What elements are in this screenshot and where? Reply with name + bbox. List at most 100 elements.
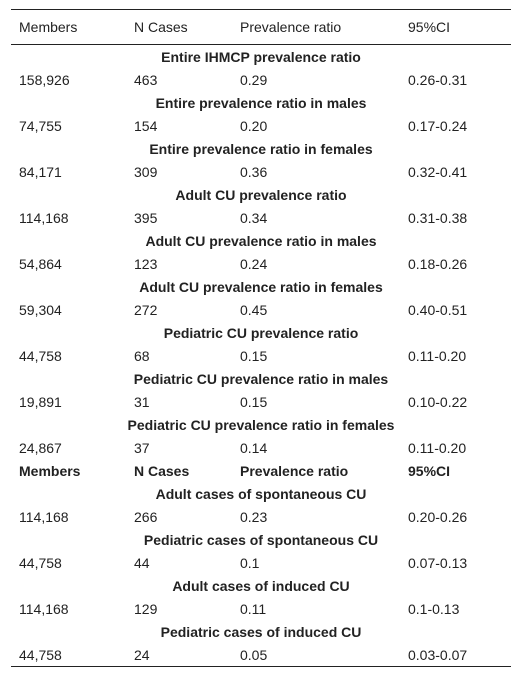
section-heading-row: Adult CU prevalence ratio in males [11,229,511,252]
section-heading: Adult CU prevalence ratio [175,186,347,203]
section-heading: Adult CU prevalence ratio in males [145,232,377,249]
n-cases-cell: 154 [134,117,158,134]
table-row: 84,171 309 0.36 0.32-0.41 [11,160,511,183]
section-heading-row: Pediatric cases of spontaneous CU [11,528,511,551]
ci-cell: 0.1-0.13 [408,600,460,617]
members-cell: 24,867 [19,439,62,456]
table-row: 114,168 129 0.11 0.1-0.13 [11,597,511,620]
n-cases-cell: 24 [126,643,232,667]
section-heading-row: Adult CU prevalence ratio in females [11,275,511,298]
n-cases-cell: 44 [134,554,150,571]
prevalence-ratio-cell: 0.14 [240,439,268,456]
table-row: 74,755 154 0.20 0.17-0.24 [11,114,511,137]
n-cases-cell: 272 [134,301,158,318]
n-cases-cell: 31 [134,393,150,410]
section-heading: Adult cases of spontaneous CU [155,485,367,502]
header-members: Members [11,9,126,45]
prevalence-ratio-cell: 0.23 [240,508,268,525]
prevalence-ratio-cell: 0.1 [240,554,260,571]
ci-cell: 0.40-0.51 [408,301,468,318]
ci-cell: 0.17-0.24 [408,117,468,134]
members-cell: 44,758 [19,347,62,364]
ci-cell: 0.20-0.26 [408,508,468,525]
prevalence-table: Members N Cases Prevalence ratio 95%CI E… [11,9,511,667]
section-heading: Entire prevalence ratio in females [149,140,373,157]
members-cell: 114,168 [19,508,69,525]
prevalence-ratio-cell: Prevalence ratio [240,462,349,479]
section-heading-row: Adult cases of spontaneous CU [11,482,511,505]
section-heading-row: Pediatric CU prevalence ratio in females [11,413,511,436]
table-row: 44,758 44 0.1 0.07-0.13 [11,551,511,574]
n-cases-cell: 395 [134,209,158,226]
section-heading-row: Entire prevalence ratio in males [11,91,511,114]
members-cell: 158,926 [19,71,70,88]
section-heading: Pediatric CU prevalence ratio [163,324,359,341]
section-heading-row: Pediatric cases of induced CU [11,620,511,643]
ci-cell: 0.31-0.38 [408,209,468,226]
members-cell: 44,758 [19,554,62,571]
section-heading: Pediatric CU prevalence ratio in females [127,416,395,433]
subheader-row: Members N Cases Prevalence ratio 95%CI [11,459,511,482]
ci-cell: 0.11-0.20 [408,439,467,456]
section-heading: Adult CU prevalence ratio in females [139,278,383,295]
header-row: Members N Cases Prevalence ratio 95%CI [11,9,511,45]
n-cases-cell: 123 [134,255,158,272]
ci-cell: 0.07-0.13 [408,554,468,571]
n-cases-cell: 37 [134,439,150,456]
prevalence-ratio-cell: 0.11 [240,600,267,617]
prevalence-ratio-cell: 0.34 [240,209,268,226]
ci-cell: 0.11-0.20 [408,347,467,364]
section-heading-row: Pediatric CU prevalence ratio [11,321,511,344]
section-heading: Pediatric cases of spontaneous CU [143,531,379,548]
prevalence-ratio-cell: 0.20 [240,117,268,134]
prevalence-ratio-cell: 0.36 [240,163,268,180]
prevalence-ratio-cell: 0.45 [240,301,268,318]
table-row: 19,891 31 0.15 0.10-0.22 [11,390,511,413]
n-cases-cell: 463 [134,71,158,88]
n-cases-cell: 309 [134,163,158,180]
prevalence-ratio-cell: 0.15 [240,347,268,364]
members-cell: 114,168 [19,600,69,617]
section-heading: Pediatric cases of induced CU [160,623,362,640]
section-heading: Adult cases of induced CU [172,577,350,594]
prevalence-ratio-cell: 0.24 [240,255,268,272]
section-heading-row: Pediatric CU prevalence ratio in males [11,367,511,390]
n-cases-cell: 266 [134,508,158,525]
table-body: Entire IHMCP prevalence ratio 158,926 463 0… [11,45,511,667]
ci-cell: 95%CI [408,462,451,479]
table-row: 44,758 68 0.15 0.11-0.20 [11,344,511,367]
table-row: 158,926 463 0.29 0.26-0.31 [11,68,511,91]
section-heading: Entire IHMCP prevalence ratio [161,48,361,65]
n-cases-cell: 68 [134,347,150,364]
header-prevalence-ratio: Prevalence ratio [232,9,400,45]
n-cases-cell: N Cases [134,462,190,479]
members-cell: 74,755 [19,117,62,134]
n-cases-cell: 129 [134,600,158,617]
section-heading: Entire prevalence ratio in males [155,94,367,111]
section-heading-row: Adult cases of induced CU [11,574,511,597]
members-cell: 19,891 [19,393,62,410]
header-95ci: 95%CI [400,9,511,45]
table-row: 114,168 266 0.23 0.20-0.26 [11,505,511,528]
members-cell: 59,304 [19,301,62,318]
ci-cell: 0.03-0.07 [400,643,511,667]
members-cell: Members [19,462,81,479]
header-n-cases: N Cases [126,9,232,45]
ci-cell: 0.32-0.41 [408,163,468,180]
table-row: 114,168 395 0.34 0.31-0.38 [11,206,511,229]
members-cell: 44,758 [11,643,126,667]
table-header: Members N Cases Prevalence ratio 95%CI [11,9,511,45]
section-heading-row: Adult CU prevalence ratio [11,183,511,206]
table-row: 44,758 24 0.05 0.03-0.07 [11,643,511,667]
prevalence-ratio-cell: 0.15 [240,393,268,410]
section-heading-row: Entire IHMCP prevalence ratio [11,45,511,69]
table-row: 54,864 123 0.24 0.18-0.26 [11,252,511,275]
ci-cell: 0.18-0.26 [408,255,468,272]
ci-cell: 0.26-0.31 [408,71,468,88]
prevalence-ratio-cell: 0.05 [232,643,400,667]
members-cell: 84,171 [19,163,62,180]
section-heading-row: Entire prevalence ratio in females [11,137,511,160]
members-cell: 54,864 [19,255,62,272]
table-row: 24,867 37 0.14 0.11-0.20 [11,436,511,459]
ci-cell: 0.10-0.22 [408,393,468,410]
